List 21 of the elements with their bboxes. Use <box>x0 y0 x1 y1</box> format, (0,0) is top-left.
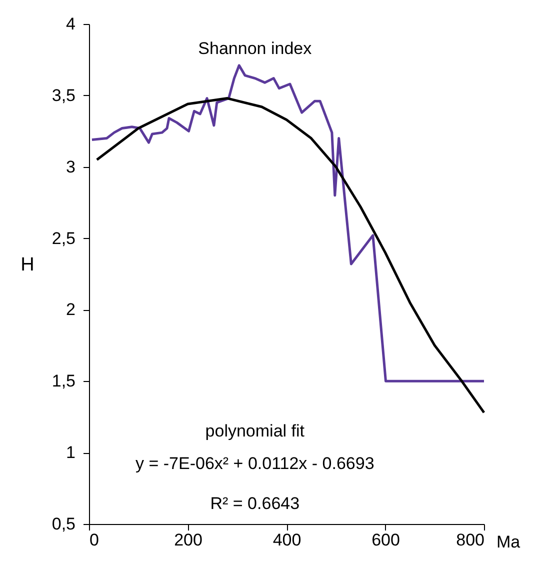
annotation: Shannon index <box>198 39 312 58</box>
y-tick-label: 1,5 <box>52 372 76 391</box>
line-series <box>96 97 486 414</box>
y-tick-label: 0,5 <box>52 514 76 534</box>
y-tick-label: 1 <box>66 443 76 462</box>
x-tick-label: 200 <box>174 530 202 550</box>
y-axis-title: H <box>20 254 34 276</box>
x-tick-label: 400 <box>272 530 302 550</box>
x-tick-label: 0 <box>90 530 99 550</box>
annotation: R² = 0.6643 <box>210 494 300 513</box>
line-series <box>90 64 486 382</box>
y-tick-label: 2,5 <box>52 228 76 248</box>
y-tick-label: 3 <box>66 157 76 176</box>
annotation: polynomial fit <box>205 422 305 440</box>
x-tick-label: 800 <box>456 530 484 550</box>
annotation: y = -7E-06x² + 0.0112x - 0.6693 <box>136 454 374 473</box>
x-axis-title: Ma <box>496 532 521 552</box>
y-tick-label: 3,5 <box>52 86 76 105</box>
x-tick-label: 600 <box>372 530 400 550</box>
y-tick-label: 4 <box>66 14 76 34</box>
y-tick-label: 2 <box>66 300 76 320</box>
